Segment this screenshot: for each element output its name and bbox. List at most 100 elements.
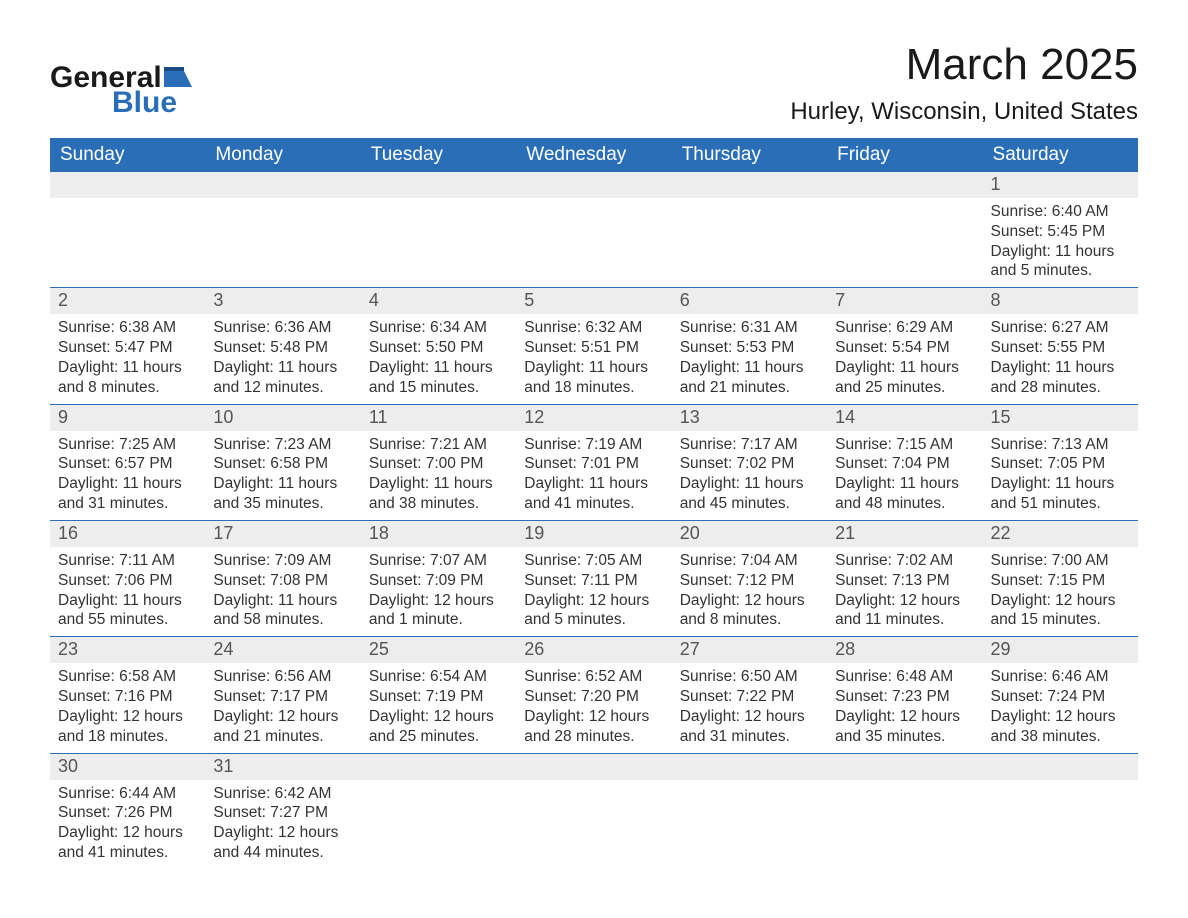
daylight-text: Daylight: 12 hours and 1 minute. [369, 591, 508, 631]
calendar-cell [516, 172, 671, 288]
daylight-text: Daylight: 12 hours and 28 minutes. [524, 707, 663, 747]
day-details: Sunrise: 6:44 AMSunset: 7:26 PMDaylight:… [50, 780, 205, 869]
calendar-cell: 5Sunrise: 6:32 AMSunset: 5:51 PMDaylight… [516, 288, 671, 404]
daylight-text: Daylight: 12 hours and 11 minutes. [835, 591, 974, 631]
sunrise-text: Sunrise: 7:11 AM [58, 551, 197, 571]
day-header: Friday [827, 138, 982, 172]
day-number: 20 [672, 521, 827, 547]
calendar-cell [827, 753, 982, 869]
day-number: 3 [205, 288, 360, 314]
sunset-text: Sunset: 6:58 PM [213, 454, 352, 474]
day-number: 26 [516, 637, 671, 663]
sunrise-text: Sunrise: 6:32 AM [524, 318, 663, 338]
sunrise-text: Sunrise: 6:50 AM [680, 667, 819, 687]
calendar-cell [361, 172, 516, 288]
sunrise-text: Sunrise: 7:09 AM [213, 551, 352, 571]
day-details: Sunrise: 6:50 AMSunset: 7:22 PMDaylight:… [672, 663, 827, 752]
day-details: Sunrise: 7:04 AMSunset: 7:12 PMDaylight:… [672, 547, 827, 636]
day-header: Monday [205, 138, 360, 172]
day-number: 9 [50, 405, 205, 431]
day-number: 6 [672, 288, 827, 314]
day-details: Sunrise: 7:15 AMSunset: 7:04 PMDaylight:… [827, 431, 982, 520]
daylight-text: Daylight: 12 hours and 21 minutes. [213, 707, 352, 747]
sunset-text: Sunset: 7:15 PM [991, 571, 1130, 591]
calendar-cell: 29Sunrise: 6:46 AMSunset: 7:24 PMDayligh… [983, 637, 1138, 753]
day-header: Sunday [50, 138, 205, 172]
sunrise-text: Sunrise: 6:31 AM [680, 318, 819, 338]
sunset-text: Sunset: 7:01 PM [524, 454, 663, 474]
day-details: Sunrise: 6:32 AMSunset: 5:51 PMDaylight:… [516, 314, 671, 403]
daylight-text: Daylight: 11 hours and 55 minutes. [58, 591, 197, 631]
sunset-text: Sunset: 7:16 PM [58, 687, 197, 707]
daylight-text: Daylight: 11 hours and 21 minutes. [680, 358, 819, 398]
calendar-cell [50, 172, 205, 288]
sunset-text: Sunset: 5:51 PM [524, 338, 663, 358]
sunrise-text: Sunrise: 6:56 AM [213, 667, 352, 687]
sunrise-text: Sunrise: 7:02 AM [835, 551, 974, 571]
day-number: 17 [205, 521, 360, 547]
day-number: 29 [983, 637, 1138, 663]
daylight-text: Daylight: 12 hours and 38 minutes. [991, 707, 1130, 747]
daylight-text: Daylight: 11 hours and 15 minutes. [369, 358, 508, 398]
sunset-text: Sunset: 7:22 PM [680, 687, 819, 707]
daylight-text: Daylight: 11 hours and 58 minutes. [213, 591, 352, 631]
sunset-text: Sunset: 5:53 PM [680, 338, 819, 358]
sunset-text: Sunset: 7:09 PM [369, 571, 508, 591]
day-details [205, 198, 360, 218]
sunrise-text: Sunrise: 7:25 AM [58, 435, 197, 455]
sunset-text: Sunset: 7:08 PM [213, 571, 352, 591]
day-details: Sunrise: 7:02 AMSunset: 7:13 PMDaylight:… [827, 547, 982, 636]
title-block: March 2025 Hurley, Wisconsin, United Sta… [790, 40, 1138, 126]
day-details [516, 780, 671, 800]
calendar-table: SundayMondayTuesdayWednesdayThursdayFrid… [50, 138, 1138, 869]
day-details: Sunrise: 6:52 AMSunset: 7:20 PMDaylight:… [516, 663, 671, 752]
day-details [516, 198, 671, 218]
day-details: Sunrise: 7:13 AMSunset: 7:05 PMDaylight:… [983, 431, 1138, 520]
sunrise-text: Sunrise: 7:04 AM [680, 551, 819, 571]
brand-word2: Blue [112, 89, 192, 116]
sunrise-text: Sunrise: 7:07 AM [369, 551, 508, 571]
daylight-text: Daylight: 11 hours and 45 minutes. [680, 474, 819, 514]
day-details: Sunrise: 7:07 AMSunset: 7:09 PMDaylight:… [361, 547, 516, 636]
day-number: 16 [50, 521, 205, 547]
calendar-cell: 10Sunrise: 7:23 AMSunset: 6:58 PMDayligh… [205, 404, 360, 520]
daylight-text: Daylight: 12 hours and 44 minutes. [213, 823, 352, 863]
day-number: 2 [50, 288, 205, 314]
sunrise-text: Sunrise: 6:46 AM [991, 667, 1130, 687]
day-details [827, 198, 982, 218]
sunset-text: Sunset: 7:06 PM [58, 571, 197, 591]
sunrise-text: Sunrise: 6:29 AM [835, 318, 974, 338]
calendar-cell: 17 Sunrise: 7:09 AMSunset: 7:08 PMDayligh… [205, 520, 360, 636]
day-header: Tuesday [361, 138, 516, 172]
calendar-cell [672, 172, 827, 288]
sunset-text: Sunset: 7:27 PM [213, 803, 352, 823]
day-number: 4 [361, 288, 516, 314]
day-number [672, 754, 827, 780]
day-number [983, 754, 1138, 780]
day-details: Sunrise: 6:56 AMSunset: 7:17 PMDaylight:… [205, 663, 360, 752]
sunrise-text: Sunrise: 7:15 AM [835, 435, 974, 455]
calendar-cell: 1Sunrise: 6:40 AMSunset: 5:45 PMDaylight… [983, 172, 1138, 288]
day-details: Sunrise: 7:00 AMSunset: 7:15 PMDaylight:… [983, 547, 1138, 636]
day-number [361, 754, 516, 780]
sunrise-text: Sunrise: 6:42 AM [213, 784, 352, 804]
calendar-cell: 28Sunrise: 6:48 AMSunset: 7:23 PMDayligh… [827, 637, 982, 753]
day-details: Sunrise: 7:17 AMSunset: 7:02 PMDaylight:… [672, 431, 827, 520]
day-number: 5 [516, 288, 671, 314]
daylight-text: Daylight: 12 hours and 8 minutes. [680, 591, 819, 631]
daylight-text: Daylight: 11 hours and 35 minutes. [213, 474, 352, 514]
calendar-cell: 25Sunrise: 6:54 AMSunset: 7:19 PMDayligh… [361, 637, 516, 753]
sunset-text: Sunset: 7:00 PM [369, 454, 508, 474]
calendar-cell: 26Sunrise: 6:52 AMSunset: 7:20 PMDayligh… [516, 637, 671, 753]
day-number: 19 [516, 521, 671, 547]
calendar-header-row: SundayMondayTuesdayWednesdayThursdayFrid… [50, 138, 1138, 172]
calendar-week: 2Sunrise: 6:38 AMSunset: 5:47 PMDaylight… [50, 288, 1138, 404]
day-details: Sunrise: 6:27 AMSunset: 5:55 PMDaylight:… [983, 314, 1138, 403]
calendar-cell: 23Sunrise: 6:58 AMSunset: 7:16 PMDayligh… [50, 637, 205, 753]
calendar-cell: 3Sunrise: 6:36 AMSunset: 5:48 PMDaylight… [205, 288, 360, 404]
daylight-text: Daylight: 11 hours and 28 minutes. [991, 358, 1130, 398]
day-number [50, 172, 205, 198]
sunrise-text: Sunrise: 7:21 AM [369, 435, 508, 455]
day-details: Sunrise: 6:46 AMSunset: 7:24 PMDaylight:… [983, 663, 1138, 752]
sunrise-text: Sunrise: 6:27 AM [991, 318, 1130, 338]
